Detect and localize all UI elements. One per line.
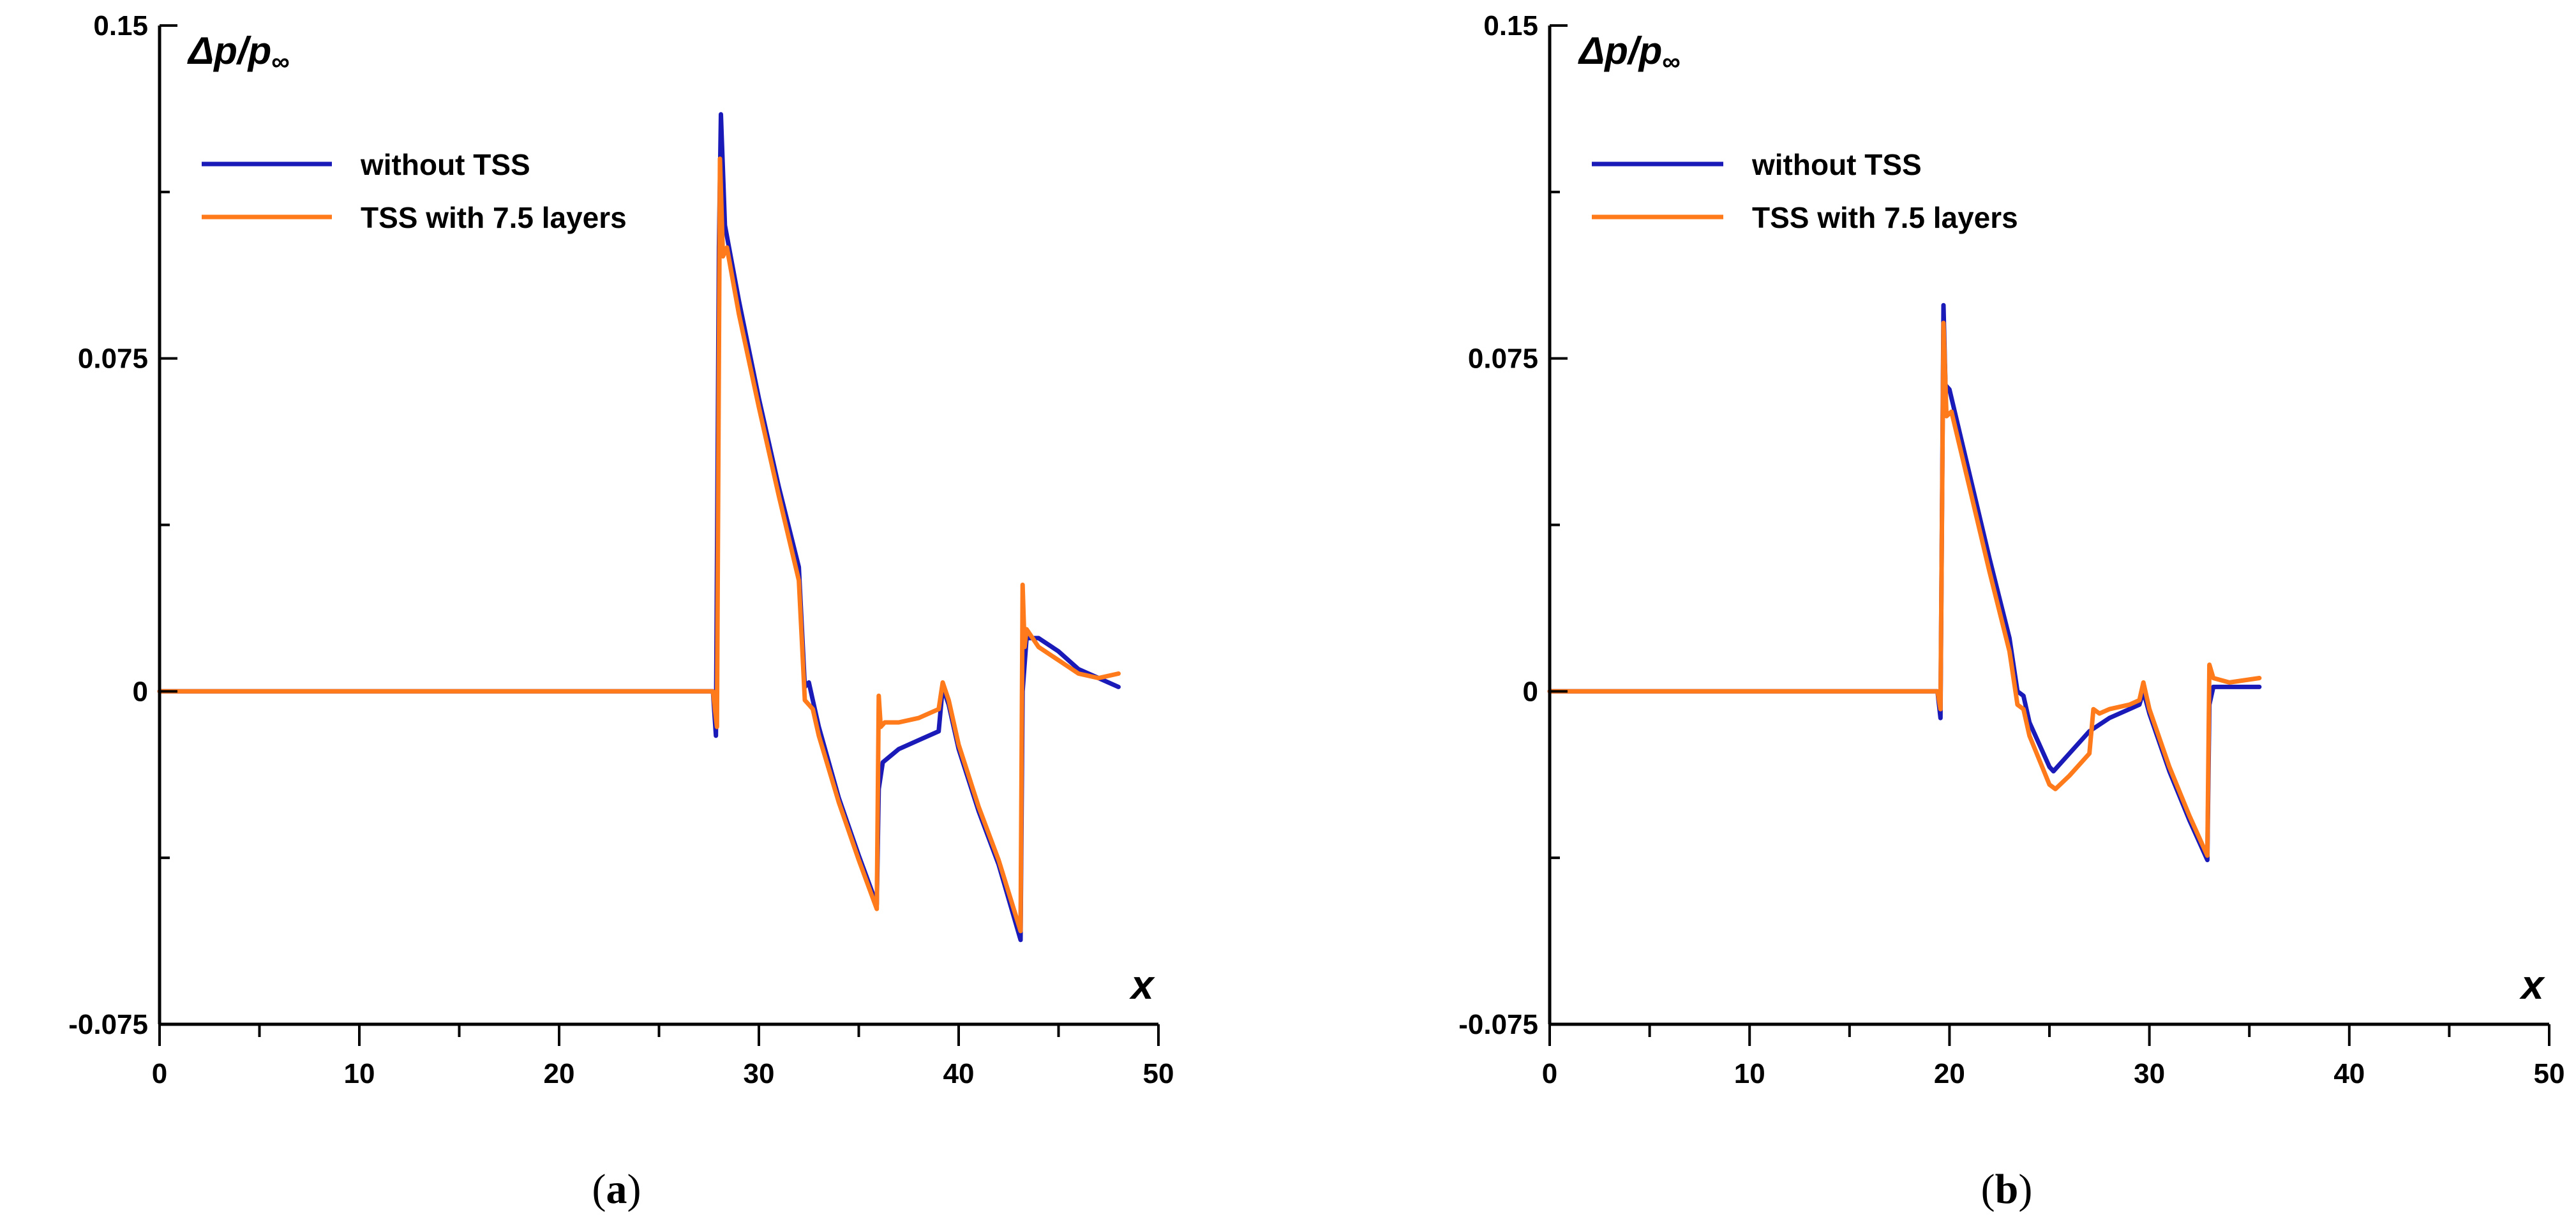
y-axis-label-delta: Δ: [1578, 29, 1605, 72]
legend-label-without-tss: without TSS: [1751, 148, 1922, 181]
y-tick-label: 0: [133, 676, 148, 707]
panel-caption-close: ): [2018, 1166, 2032, 1213]
series-line-tss-7-5-layers: [157, 156, 1121, 934]
series-line-tss-7-5-layers: [1547, 320, 2262, 858]
x-tick-label: 10: [344, 1058, 375, 1089]
x-ticks: 0 10 20 30 40 50: [1542, 1024, 2565, 1089]
x-tick-label: 50: [1143, 1058, 1174, 1089]
panel-caption-open: (: [1981, 1166, 1995, 1213]
y-tick-label: 0.075: [78, 343, 148, 375]
legend: without TSS TSS with 7.5 layers: [1592, 148, 2018, 234]
x-ticks: 0 10 20 30 40 50: [152, 1024, 1174, 1089]
x-tick-label: 30: [2134, 1058, 2165, 1089]
series-line-without-tss: [1547, 302, 2262, 863]
x-tick-label: 20: [1934, 1058, 1965, 1089]
panel-caption-b: (b): [1981, 1166, 2033, 1213]
x-tick-label: 10: [1734, 1058, 1765, 1089]
plot-area-a: [157, 112, 1121, 943]
legend: without TSS TSS with 7.5 layers: [202, 148, 627, 234]
minor-ticks: [1550, 190, 2451, 1037]
y-axis-label-subscript: ∞: [1662, 48, 1681, 76]
series-line-without-tss: [157, 112, 1121, 943]
x-axis-label: x: [1129, 962, 1155, 1008]
legend-label-tss-7-5-layers: TSS with 7.5 layers: [1752, 201, 2018, 234]
plot-area-b: [1547, 302, 2262, 863]
y-tick-label: 0.15: [1483, 10, 1538, 41]
panel-caption-close: ): [627, 1166, 641, 1213]
y-ticks: -0.075 0 0.075 0.15: [68, 10, 177, 1040]
y-tick-label: -0.075: [1458, 1009, 1538, 1040]
y-axis-label-delta: Δ: [187, 29, 214, 72]
x-tick-label: 0: [152, 1058, 167, 1089]
x-tick-label: 40: [943, 1058, 975, 1089]
y-axis-label: Δp/p∞: [1578, 29, 1681, 76]
y-axis-label: Δp/p∞: [187, 29, 290, 76]
chart-panel-b: -0.075 0 0.075 0.15 0 10 20 30 40 50 Δp/…: [1458, 10, 2565, 1213]
chart-panel-a: -0.075 0 0.075 0.15 0 10 20 30 40 50 Δp/…: [68, 10, 1174, 1213]
y-axis-label-ratio: p/p: [213, 29, 271, 72]
x-tick-label: 0: [1542, 1058, 1557, 1089]
y-tick-label: -0.075: [68, 1009, 148, 1040]
panel-caption-open: (: [592, 1166, 606, 1213]
panel-caption-a: (a): [592, 1166, 641, 1213]
y-axis-label-ratio: p/p: [1603, 29, 1662, 72]
panel-caption-letter: b: [1995, 1166, 2019, 1213]
minor-ticks: [160, 190, 1060, 1037]
legend-label-tss-7-5-layers: TSS with 7.5 layers: [361, 201, 627, 234]
y-axis-label-subscript: ∞: [271, 48, 290, 76]
x-tick-label: 30: [744, 1058, 775, 1089]
x-tick-label: 50: [2534, 1058, 2565, 1089]
panel-caption-letter: a: [606, 1166, 627, 1213]
x-tick-label: 20: [544, 1058, 575, 1089]
y-ticks: -0.075 0 0.075 0.15: [1458, 10, 1568, 1040]
legend-label-without-tss: without TSS: [360, 148, 530, 181]
y-tick-label: 0.15: [93, 10, 148, 41]
y-tick-label: 0: [1523, 676, 1538, 707]
y-tick-label: 0.075: [1468, 343, 1538, 375]
x-tick-label: 40: [2333, 1058, 2365, 1089]
x-axis-label: x: [2519, 962, 2545, 1008]
